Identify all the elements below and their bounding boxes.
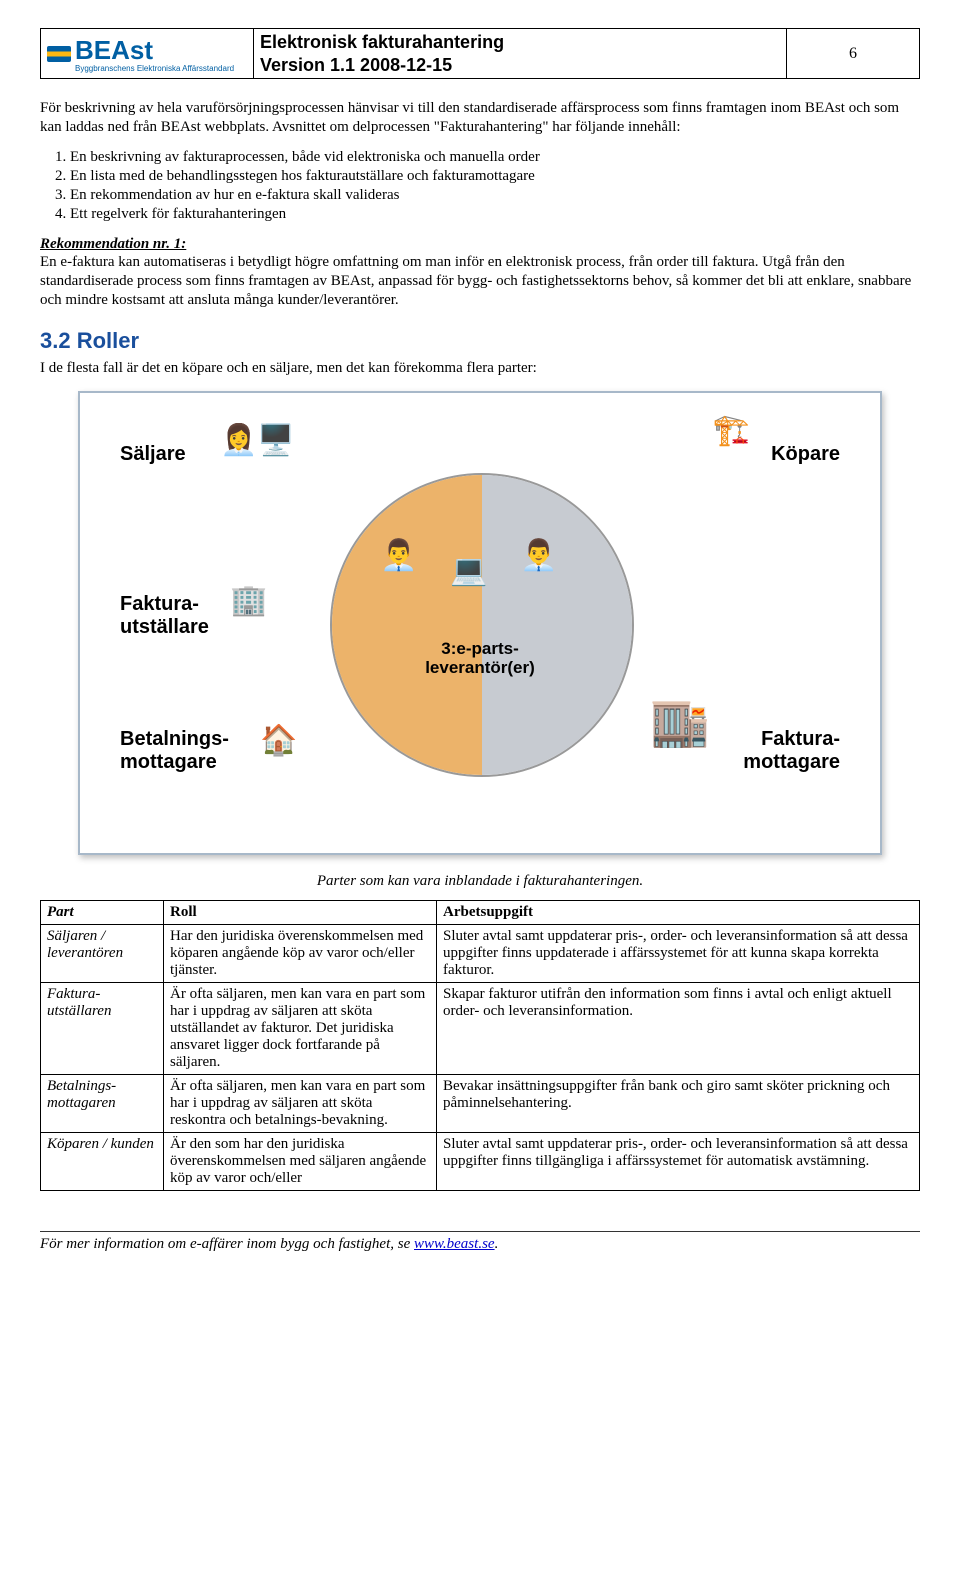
buyer-crane-icon: 🏗️ (713, 413, 750, 448)
footer-after: . (495, 1236, 499, 1252)
issuer-building-icon: 🏢 (230, 583, 267, 618)
table-row: Köparen / kunden Är den som har den juri… (41, 1132, 920, 1190)
th-part: Part (41, 900, 164, 924)
cell-uppg: Sluter avtal samt uppdaterar pris-, orde… (437, 924, 920, 982)
section-heading: 3.2 Roller (40, 328, 920, 354)
inv-receiver-building-icon: 🏬 (650, 693, 710, 750)
page-number: 6 (787, 29, 920, 79)
label-center: 3:e-parts- leverantör(er) (400, 639, 560, 678)
cell-part: Köparen / kunden (41, 1132, 164, 1190)
section-intro: I de flesta fall är det en köpare och en… (40, 360, 920, 377)
cell-uppg: Bevakar insättningsuppgifter från bank o… (437, 1074, 920, 1132)
ellipse-right-half (482, 475, 632, 775)
numbered-list: En beskrivning av fakturaprocessen, både… (70, 149, 920, 223)
list-item: En lista med de behandlingsstegen hos fa… (70, 168, 920, 185)
cell-roll: Har den juridiska överenskommelsen med k… (164, 924, 437, 982)
logo-flag-icon (47, 46, 71, 62)
label-seller: Säljare (120, 443, 186, 466)
th-roll: Roll (164, 900, 437, 924)
page-header: BEAst Byggbranschens Elektroniska Affärs… (40, 28, 920, 79)
center-people-right-icon: 👨‍💼 (520, 538, 557, 573)
seller-icon: 👩‍💼🖥️ (220, 423, 295, 458)
center-computer-icon: 💻 (450, 553, 487, 588)
pay-receiver-house-icon: 🏠 (260, 723, 297, 758)
table-row: Betalnings-mottagaren Är ofta säljaren, … (41, 1074, 920, 1132)
recommendation-box: Rekommendation nr. 1: En e-faktura kan a… (40, 235, 920, 310)
footer-link[interactable]: www.beast.se (414, 1236, 495, 1252)
list-item: En rekommendation av hur en e-faktura sk… (70, 187, 920, 204)
footer-text: För mer information om e-affärer inom by… (40, 1236, 414, 1252)
cell-part: Faktura-utställaren (41, 982, 164, 1074)
recommendation-body: En e-faktura kan automatiseras i betydli… (40, 254, 911, 308)
cell-part: Betalnings-mottagaren (41, 1074, 164, 1132)
cell-uppg: Sluter avtal samt uppdaterar pris-, orde… (437, 1132, 920, 1190)
recommendation-title: Rekommendation nr. 1: (40, 236, 186, 252)
label-issuer: Faktura- utställare (120, 593, 209, 639)
center-ellipse (330, 473, 634, 777)
header-title-line2: Version 1.1 2008-12-15 (260, 54, 780, 77)
ellipse-left-half (332, 475, 482, 775)
th-uppgift: Arbetsuppgift (437, 900, 920, 924)
label-buyer: Köpare (771, 443, 840, 466)
roles-table: Part Roll Arbetsuppgift Säljaren / lever… (40, 900, 920, 1191)
table-row: Säljaren / leverantören Har den juridisk… (41, 924, 920, 982)
intro-paragraph: För beskrivning av hela varuförsörjnings… (40, 99, 920, 137)
page-footer: För mer information om e-affärer inom by… (40, 1231, 920, 1253)
label-inv-receiver: Faktura- mottagare (743, 728, 840, 774)
header-title: Elektronisk fakturahantering Version 1.1… (254, 29, 787, 79)
cell-roll: Är ofta säljaren, men kan vara en part s… (164, 1074, 437, 1132)
list-item: Ett regelverk för fakturahanteringen (70, 206, 920, 223)
diagram-caption: Parter som kan vara inblandade i faktura… (40, 873, 920, 890)
cell-roll: Är den som har den juridiska överenskomm… (164, 1132, 437, 1190)
cell-uppg: Skapar fakturor utifrån den information … (437, 982, 920, 1074)
label-pay-receiver: Betalnings- mottagare (120, 728, 229, 774)
cell-roll: Är ofta säljaren, men kan vara en part s… (164, 982, 437, 1074)
table-row: Faktura-utställaren Är ofta säljaren, me… (41, 982, 920, 1074)
cell-part: Säljaren / leverantören (41, 924, 164, 982)
header-title-line1: Elektronisk fakturahantering (260, 31, 780, 54)
list-item: En beskrivning av fakturaprocessen, både… (70, 149, 920, 166)
roles-diagram: Säljare 👩‍💼🖥️ Köpare 🏗️ Faktura- utställ… (78, 391, 882, 855)
logo-subtitle: Byggbranschens Elektroniska Affärsstanda… (75, 64, 234, 73)
logo-cell: BEAst Byggbranschens Elektroniska Affärs… (41, 29, 254, 79)
center-people-left-icon: 👨‍💼 (380, 538, 417, 573)
logo-text: BEAst (75, 35, 153, 65)
